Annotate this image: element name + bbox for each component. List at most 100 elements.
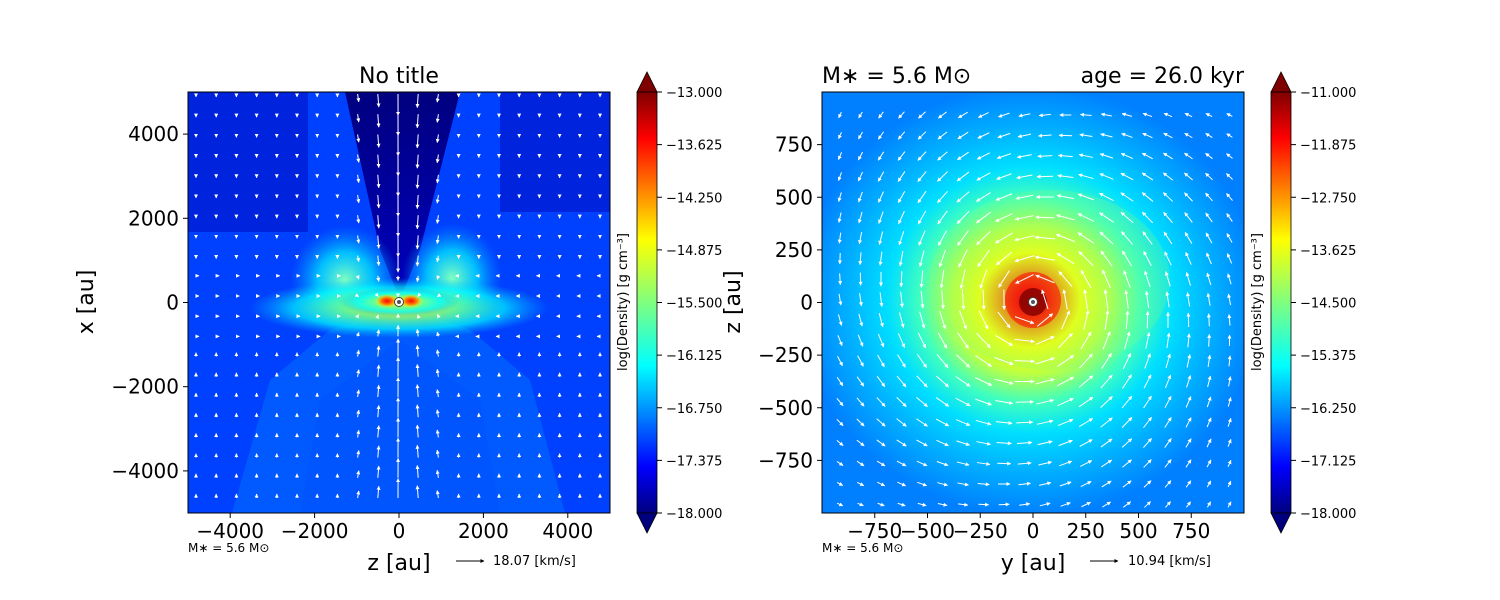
velocity-vector — [1206, 252, 1212, 265]
velocity-vector — [1186, 354, 1192, 368]
left-sink-marker — [394, 297, 404, 307]
velocity-vector — [1125, 310, 1130, 330]
velocity-vector — [435, 114, 440, 123]
velocity-vector — [838, 152, 842, 161]
velocity-vector — [937, 171, 948, 182]
velocity-vector — [435, 154, 440, 164]
velocity-vector — [1226, 113, 1233, 117]
velocity-vector — [1122, 374, 1132, 389]
velocity-vector — [996, 153, 1012, 160]
velocity-vector — [435, 449, 440, 458]
velocity-vector — [917, 210, 927, 225]
velocity-vector — [919, 311, 926, 329]
velocity-vector — [917, 332, 927, 349]
velocity-vector — [916, 460, 928, 467]
velocity-vector — [415, 328, 420, 337]
velocity-vector — [1100, 132, 1113, 138]
velocity-vector — [1185, 459, 1192, 468]
velocity-vector — [1039, 502, 1051, 507]
velocity-vector — [996, 441, 1012, 446]
velocity-vector — [1038, 481, 1052, 486]
velocity-vector — [857, 334, 864, 347]
velocity-vector — [1145, 332, 1151, 349]
velocity-vector — [1079, 353, 1093, 369]
velocity-vector — [1206, 438, 1212, 448]
velocity-vector — [976, 332, 991, 349]
velocity-vector — [1207, 375, 1212, 388]
velocity-vector — [1035, 274, 1055, 284]
velocity-vector — [1121, 112, 1133, 117]
velocity-vector — [356, 215, 361, 224]
velocity-vector — [415, 384, 420, 398]
velocity-vector — [356, 389, 361, 398]
left-x-axis-label: z [au] — [367, 551, 430, 576]
velocity-vector — [877, 151, 885, 161]
velocity-vector — [376, 485, 381, 499]
velocity-vector — [995, 421, 1013, 425]
velocity-vector — [1162, 172, 1174, 181]
velocity-vector — [415, 344, 420, 357]
velocity-vector — [1018, 113, 1031, 118]
right-mass-annotation: M∗ = 5.6 M⊙ — [822, 541, 903, 555]
velocity-vector — [1142, 132, 1153, 139]
velocity-vector — [1143, 416, 1152, 429]
velocity-vector — [838, 293, 843, 306]
velocity-vector — [1080, 269, 1092, 289]
velocity-vector — [1014, 235, 1035, 242]
velocity-vector — [917, 502, 927, 507]
velocity-vector — [1058, 332, 1073, 349]
velocity-vector — [356, 134, 361, 143]
velocity-vector — [1227, 314, 1232, 326]
right-y-axis-label: z [au] — [721, 270, 746, 333]
velocity-vector — [896, 418, 907, 427]
left-quiver-key: 18.07 [km/s] — [456, 554, 576, 569]
velocity-vector — [376, 364, 381, 377]
left-colorbar-label: log(Density) [g cm⁻³] — [616, 233, 631, 371]
left-panel-title: No title — [359, 64, 439, 89]
velocity-vector — [896, 375, 907, 388]
x-tick-label: 0 — [1027, 519, 1040, 543]
velocity-vector — [836, 440, 844, 446]
velocity-vector — [1227, 438, 1232, 447]
velocity-vector — [919, 270, 924, 288]
velocity-vector — [1205, 152, 1213, 160]
velocity-vector — [435, 174, 440, 184]
velocity-vector — [981, 289, 986, 310]
velocity-vector — [1227, 417, 1232, 427]
velocity-vector — [1227, 293, 1232, 306]
velocity-vector — [1083, 309, 1090, 330]
velocity-vector — [1101, 480, 1112, 488]
velocity-vector — [838, 314, 843, 326]
velocity-vector — [937, 190, 948, 204]
velocity-vector — [836, 376, 844, 387]
velocity-vector — [837, 355, 843, 367]
velocity-vector — [998, 502, 1010, 507]
left-quiver-key-label: 18.07 [km/s] — [493, 554, 576, 569]
velocity-vector — [916, 439, 928, 447]
velocity-vector — [998, 112, 1010, 118]
velocity-vector — [961, 289, 966, 310]
colorbar-tick-label: −14.500 — [1300, 297, 1356, 312]
velocity-vector — [1123, 270, 1131, 288]
velocity-vector — [1034, 255, 1055, 261]
colorbar-tick-label: −18.000 — [666, 507, 722, 522]
velocity-vector — [1077, 213, 1095, 222]
velocity-vector — [1120, 152, 1134, 160]
velocity-vector — [415, 215, 420, 230]
right-panel: −750−500−250 0 250 500 750−750−500−250025050… — [721, 64, 1356, 576]
velocity-vector — [995, 334, 1013, 347]
velocity-vector — [1205, 212, 1213, 223]
colorbar-tick-label: −16.250 — [1300, 402, 1356, 417]
velocity-vector — [918, 250, 925, 267]
velocity-vector — [940, 290, 945, 310]
velocity-vector — [896, 396, 907, 408]
velocity-vector — [877, 502, 885, 507]
y-tick-label: 0 — [166, 291, 179, 315]
velocity-vector — [376, 345, 381, 357]
velocity-vector — [1121, 132, 1133, 138]
velocity-vector — [1058, 133, 1073, 138]
velocity-vector — [1121, 395, 1133, 409]
velocity-vector — [1102, 331, 1111, 350]
velocity-vector — [1141, 211, 1154, 224]
velocity-vector — [876, 376, 886, 388]
